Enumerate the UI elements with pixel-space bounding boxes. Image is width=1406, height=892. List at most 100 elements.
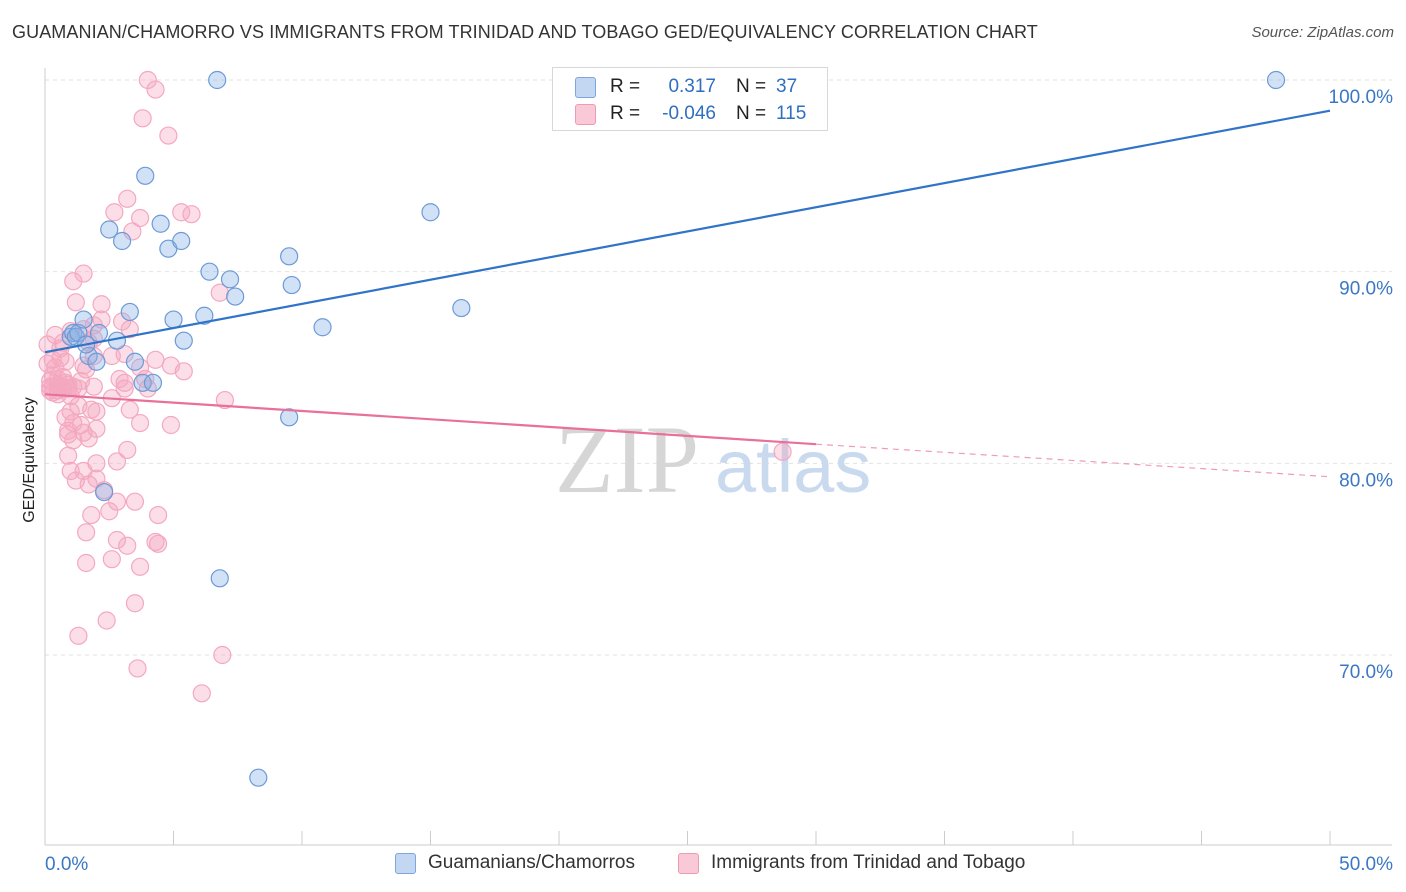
data-point-guamanians <box>120 302 139 322</box>
data-point-immigrants <box>118 440 137 460</box>
watermark-zip: ZIP <box>555 406 699 513</box>
data-point-immigrants <box>61 461 80 481</box>
data-point-immigrants <box>66 293 85 312</box>
data-point-guamanians <box>1266 70 1286 90</box>
data-point-guamanians <box>112 231 132 251</box>
data-point-guamanians <box>208 70 227 90</box>
legend-item-guamanians[interactable]: Guamanians/Chamorros <box>395 852 635 874</box>
y-tick-label: 80.0% <box>1339 470 1393 491</box>
data-point-immigrants <box>56 352 75 371</box>
data-point-immigrants <box>97 611 116 630</box>
data-point-immigrants <box>118 536 137 555</box>
data-point-immigrants <box>77 523 96 542</box>
trend-line-immigrants-extension <box>815 443 1331 478</box>
y-tick-label: 100.0% <box>1329 87 1394 108</box>
data-point-guamanians <box>282 275 301 295</box>
source-label: Source: ZipAtlas.com <box>1251 24 1394 41</box>
data-point-guamanians <box>195 306 214 325</box>
legend-item-immigrants[interactable]: Immigrants from Trinidad and Tobago <box>678 852 1025 874</box>
data-point-guamanians <box>174 331 193 350</box>
x-tick-label: 0.0% <box>45 854 88 875</box>
tick-labels: 70.0% 80.0% 90.0% 100.0% 0.0% 50.0% <box>45 87 1393 875</box>
trend-line-guamanians <box>44 109 1331 354</box>
data-point-guamanians <box>226 287 245 306</box>
legend-n-label: N = <box>736 103 767 124</box>
data-point-guamanians <box>421 203 440 222</box>
data-point-immigrants <box>192 684 211 703</box>
data-point-immigrants <box>77 360 96 379</box>
data-point-immigrants <box>115 379 134 398</box>
legend-r-value: -0.046 <box>662 103 716 124</box>
data-point-immigrants <box>215 390 234 410</box>
data-point-immigrants <box>115 344 134 364</box>
data-point-immigrants <box>146 350 165 369</box>
y-tick-label: 70.0% <box>1339 662 1393 683</box>
legend-swatch-blue <box>395 852 416 874</box>
legend-n-value: 37 <box>776 76 798 97</box>
data-point-immigrants <box>130 358 150 377</box>
data-point-immigrants <box>92 295 111 314</box>
data-point-guamanians <box>210 569 229 588</box>
legend-r-value: 0.317 <box>668 76 716 97</box>
data-point-immigrants <box>87 402 106 421</box>
legend-r-label: R = <box>610 103 641 124</box>
data-point-immigrants <box>130 208 150 228</box>
data-point-guamanians <box>100 220 119 239</box>
data-point-immigrants <box>87 419 106 438</box>
data-point-immigrants <box>118 189 137 208</box>
series-legend: Guamanians/Chamorros Immigrants from Tri… <box>0 852 1406 876</box>
data-point-immigrants <box>92 310 111 329</box>
data-point-guamanians <box>249 768 268 787</box>
data-point-guamanians <box>164 310 183 329</box>
data-point-guamanians <box>74 310 93 329</box>
data-point-immigrants <box>77 553 96 573</box>
data-point-guamanians <box>151 214 170 233</box>
axes <box>44 68 1392 846</box>
data-point-immigrants <box>138 70 157 90</box>
data-point-guamanians <box>143 373 163 392</box>
data-point-immigrants <box>210 283 229 302</box>
data-point-immigrants <box>146 532 165 552</box>
data-point-immigrants <box>112 312 132 331</box>
data-point-immigrants <box>138 379 157 398</box>
watermark-atlas: atlas <box>715 425 871 508</box>
trend-line-immigrants <box>44 393 817 446</box>
data-point-immigrants <box>773 442 792 461</box>
data-point-immigrants <box>107 452 127 471</box>
series-immigrants-trinidad-points <box>38 70 792 703</box>
data-point-immigrants <box>84 377 103 396</box>
legend-swatch-blue <box>575 76 596 98</box>
data-point-immigrants <box>59 425 78 444</box>
data-point-immigrants <box>133 109 152 128</box>
data-point-immigrants <box>100 502 119 521</box>
series-guamanians-points <box>61 70 1286 787</box>
stats-legend: R = 0.317 N = 37 R = -0.046 N = 115 <box>552 67 828 131</box>
data-point-immigrants <box>46 325 65 345</box>
data-point-immigrants <box>146 80 165 99</box>
data-point-guamanians <box>172 231 191 251</box>
watermark: ZIP atlas <box>555 406 871 513</box>
data-point-guamanians <box>87 352 106 371</box>
legend-r-label: R = <box>610 76 641 97</box>
chart-title: GUAMANIAN/CHAMORRO VS IMMIGRANTS FROM TR… <box>12 22 1038 42</box>
data-point-guamanians <box>125 352 145 371</box>
data-point-immigrants <box>59 446 78 465</box>
data-point-immigrants <box>161 415 181 435</box>
data-point-immigrants <box>46 358 65 377</box>
y-axis-label: GED/Equivalency <box>21 397 38 523</box>
data-point-guamanians <box>220 270 240 289</box>
data-point-guamanians <box>280 408 299 427</box>
legend-row-guamanians: R = 0.317 N = 37 <box>575 74 797 100</box>
data-point-guamanians <box>200 262 219 281</box>
data-point-immigrants <box>82 505 101 525</box>
data-point-immigrants <box>174 362 193 381</box>
data-point-guamanians <box>313 318 332 337</box>
data-point-immigrants <box>107 492 127 511</box>
data-point-guamanians <box>136 166 155 185</box>
data-point-immigrants <box>130 413 150 433</box>
data-point-immigrants <box>128 659 147 678</box>
data-point-immigrants <box>64 272 83 291</box>
data-point-immigrants <box>107 530 127 550</box>
data-point-guamanians <box>280 247 299 266</box>
